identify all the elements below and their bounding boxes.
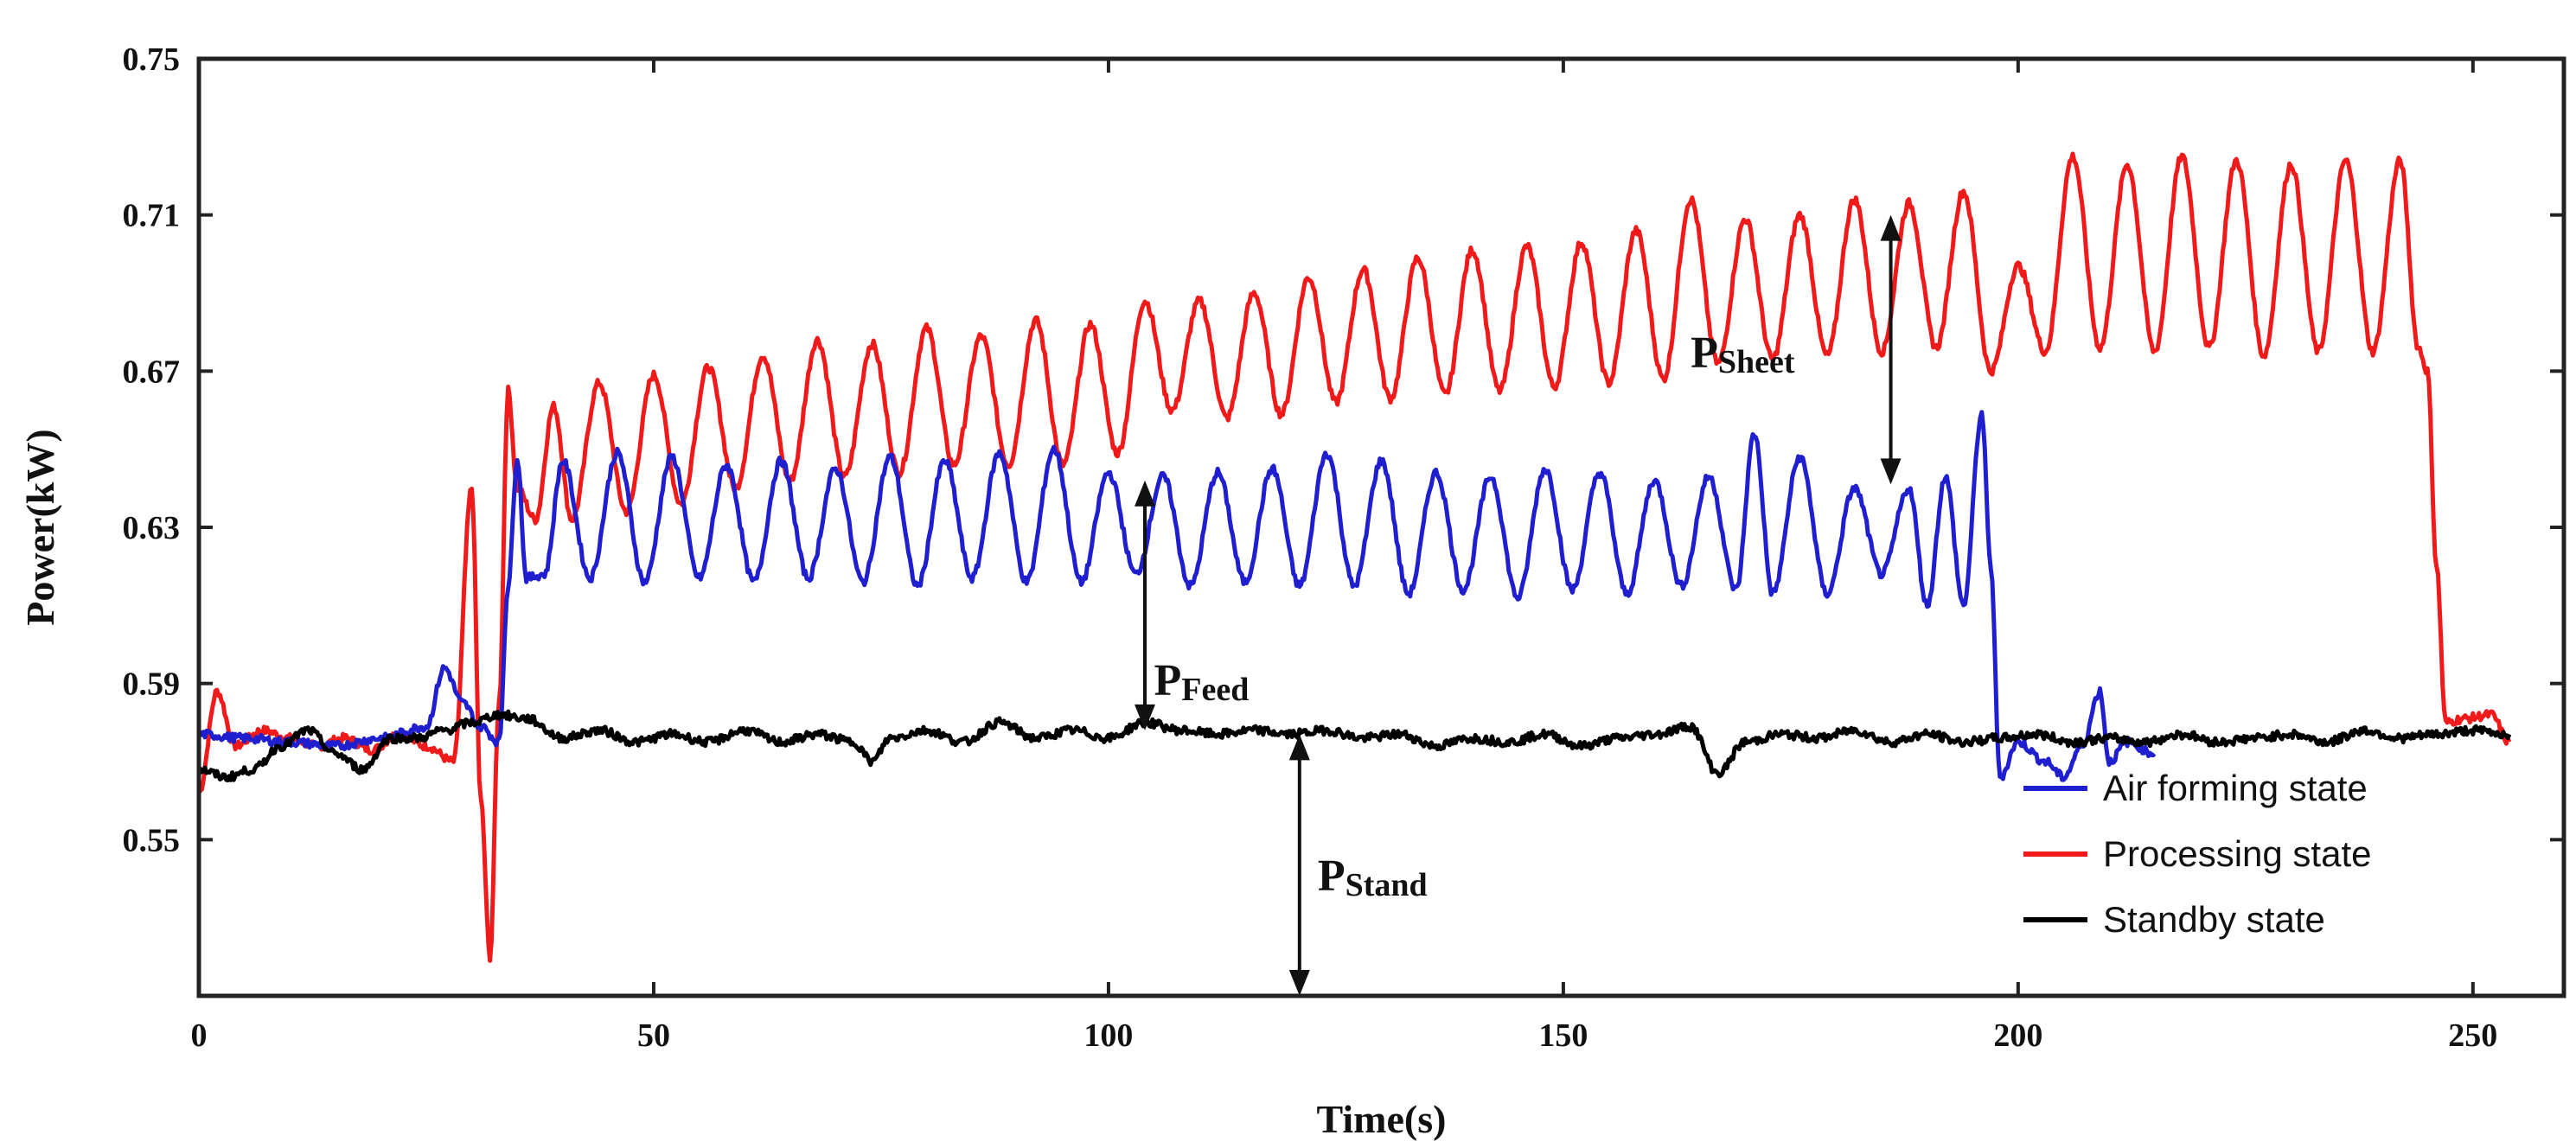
annotation-label-sheet: PSheet — [1691, 328, 1795, 380]
annotation-arrowhead-up — [1135, 480, 1155, 507]
legend-label: Standby state — [2103, 899, 2325, 940]
annotation-stand: PStand — [1288, 734, 1428, 996]
x-tick-label: 250 — [2448, 1017, 2497, 1054]
annotation-sheet: PSheet — [1691, 214, 1902, 485]
annotation-label-stand: PStand — [1318, 851, 1428, 903]
y-tick-label: 0.55 — [123, 822, 181, 858]
annotation-arrowhead-up — [1288, 734, 1310, 761]
annotation-label-main: P — [1154, 656, 1182, 705]
legend: Air forming state Processing state Standby… — [2023, 768, 2372, 940]
annotation-label-main: P — [1691, 328, 1718, 378]
annotation-feed: PFeed — [1135, 480, 1250, 730]
legend-entry: Processing state — [2023, 833, 2372, 874]
annotation-arrowhead-down — [1288, 970, 1310, 996]
x-tick-label: 100 — [1083, 1017, 1133, 1054]
series-layer — [196, 151, 2512, 963]
annotation-label-sub: Feed — [1181, 672, 1249, 708]
annotation-arrowhead-down — [1135, 704, 1155, 730]
legend-entry: Standby state — [2023, 899, 2325, 940]
annotation-arrowhead-up — [1880, 214, 1902, 241]
x-tick-label: 150 — [1538, 1017, 1588, 1054]
series-line-processing-state — [196, 151, 2512, 963]
x-tick-label: 200 — [1993, 1017, 2042, 1054]
y-tick-label: 0.63 — [123, 510, 181, 546]
tick-layer: 0 50 100 150 200 250 0.55 0.59 0.63 0.67 0.71 0.75 — [123, 41, 2564, 1054]
annotation-label-feed: PFeed — [1154, 656, 1250, 708]
legend-label: Air forming state — [2103, 768, 2368, 808]
annotation-label-sub: Stand — [1346, 867, 1428, 903]
x-axis-title: Time(s) — [1317, 1097, 1447, 1141]
y-tick-label: 0.67 — [123, 354, 181, 390]
annotation-label-sub: Sheet — [1718, 344, 1795, 380]
y-tick-label: 0.71 — [123, 198, 181, 234]
x-tick-label: 50 — [637, 1017, 670, 1054]
series-line-standby-state — [196, 709, 2512, 783]
legend-label: Processing state — [2103, 833, 2372, 874]
series-line-air-forming-state — [196, 410, 2157, 782]
legend-entry: Air forming state — [2023, 768, 2368, 808]
y-axis-title: Power(kW) — [18, 429, 62, 625]
y-tick-label: 0.75 — [123, 41, 181, 78]
annotation-label-main: P — [1318, 851, 1346, 901]
y-tick-label: 0.59 — [123, 666, 181, 703]
x-tick-label: 0 — [191, 1017, 208, 1054]
annotation-arrowhead-down — [1880, 458, 1902, 485]
